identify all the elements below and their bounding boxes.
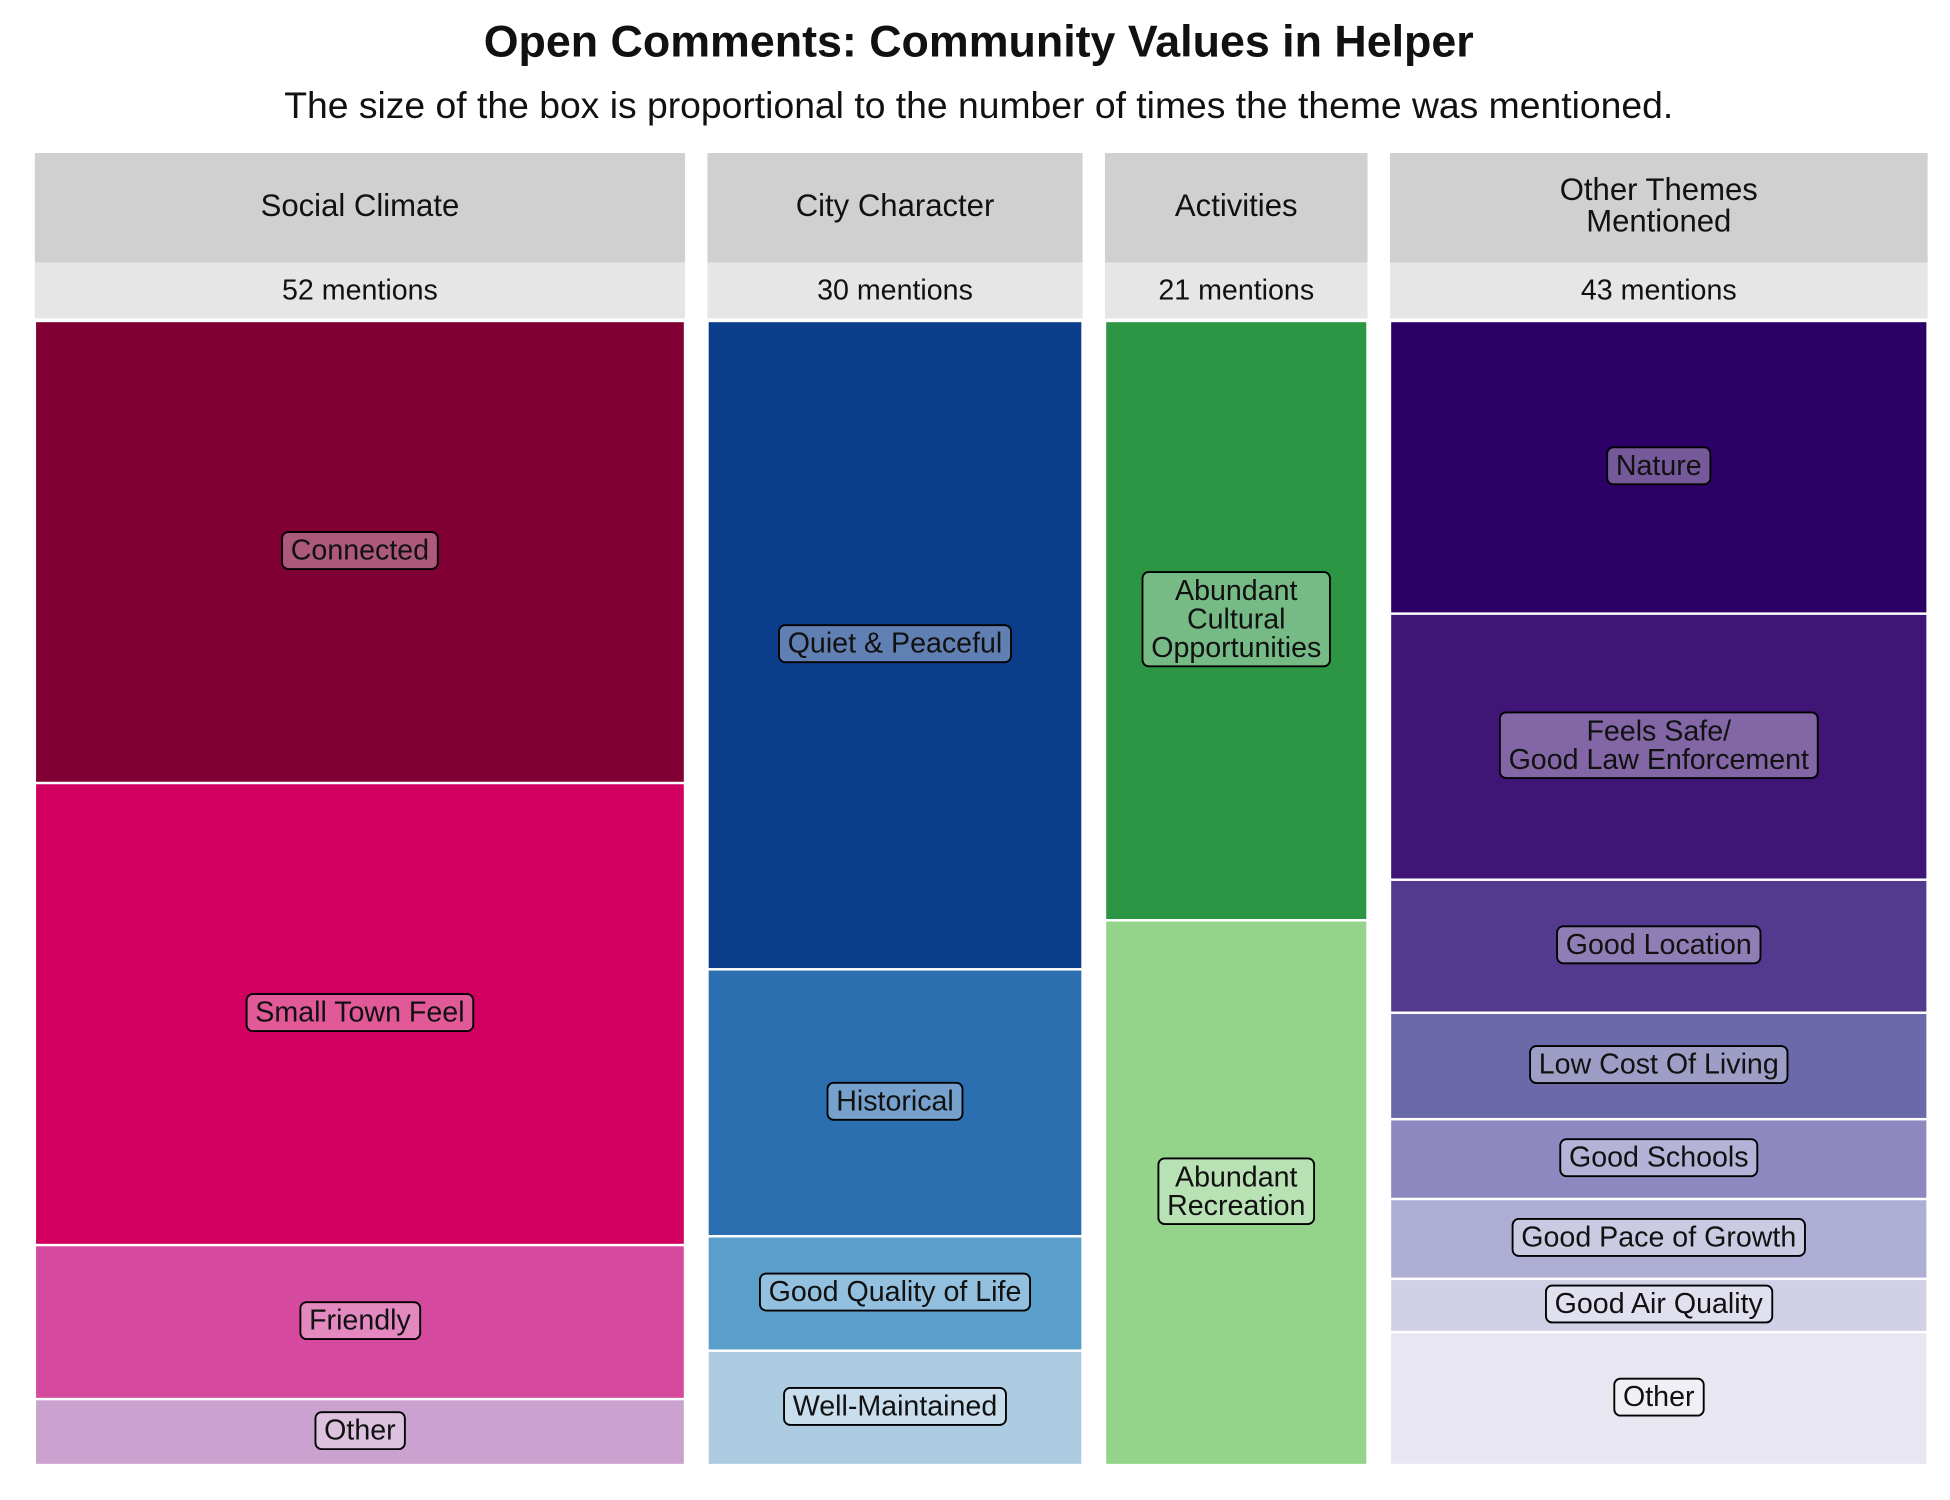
cell-label: Other <box>324 1415 396 1447</box>
cell-label: Well-Maintained <box>793 1390 997 1422</box>
group-header <box>1104 153 1368 263</box>
cell-label: Feels Safe/Good Law Enforcement <box>1509 715 1809 776</box>
group-name: Other Themes Mentioned <box>1560 172 1758 238</box>
group-header <box>707 153 1083 263</box>
cell-label: Good Schools <box>1569 1142 1749 1174</box>
cell-label: Other <box>1623 1381 1695 1413</box>
treemap-cell <box>1391 880 1927 1012</box>
cell-label: Good Quality of Life <box>769 1276 1022 1308</box>
treemap-cell <box>36 1400 684 1464</box>
cell-label: Good Pace of Growth <box>1521 1221 1796 1253</box>
chart-title: Open Comments: Community Values in Helpe… <box>484 17 1474 67</box>
treemap-cell <box>1391 1333 1927 1464</box>
treemap-cell <box>708 970 1082 1236</box>
label-box <box>245 993 475 1033</box>
group-total: 43 mentions <box>1581 274 1737 306</box>
treemap-cell <box>1391 1013 1927 1118</box>
label-box <box>314 1411 406 1451</box>
label-box <box>1157 1157 1316 1225</box>
group-header <box>1389 153 1928 263</box>
group-name: Activities <box>1175 188 1298 223</box>
treemap-cell <box>36 322 684 782</box>
cell-label: Nature <box>1616 450 1702 482</box>
label-box <box>299 1301 422 1341</box>
cell-label: Abundant Recreation <box>1167 1161 1305 1222</box>
treemap-cell <box>708 1237 1082 1350</box>
label-box <box>1498 711 1819 779</box>
label-box <box>1511 1218 1806 1257</box>
treemap-cell <box>708 322 1082 969</box>
treemap-cell <box>708 1351 1082 1464</box>
treemap-cell <box>36 784 684 1244</box>
chart-subtitle: The size of the box is proportional to t… <box>284 84 1673 126</box>
label-box <box>1556 925 1762 965</box>
group-total: 52 mentions <box>282 274 438 306</box>
label-box <box>1606 446 1712 486</box>
cell-label: Good Location <box>1566 929 1752 961</box>
treemap-cell <box>1391 1200 1927 1278</box>
cell-label: Connected <box>291 535 429 567</box>
label-box <box>1141 571 1331 668</box>
treemap-cell <box>1106 322 1367 920</box>
cell-label: Low Cost Of Living <box>1539 1049 1779 1081</box>
group-total: 30 mentions <box>817 274 973 306</box>
cell-label: Quiet & Peaceful <box>788 628 1003 660</box>
group-header <box>34 153 686 263</box>
treemap-cell <box>1391 322 1927 613</box>
label-box <box>281 531 439 570</box>
cell-label: Small Town Feel <box>255 997 464 1029</box>
treemap-cell <box>1391 1120 1927 1198</box>
cell-label: Good Air Quality <box>1555 1288 1764 1320</box>
label-box <box>778 624 1012 664</box>
cell-label: Historical <box>836 1085 954 1117</box>
group-total: 21 mentions <box>1158 274 1314 306</box>
label-box <box>1613 1377 1705 1417</box>
group-total-band <box>1389 262 1928 319</box>
cell-label: Friendly <box>309 1305 411 1337</box>
treemap-cell <box>1391 614 1927 879</box>
group-total-band <box>34 262 686 319</box>
group-total-band <box>1104 262 1368 319</box>
label-box <box>1529 1045 1789 1084</box>
treemap-cell <box>36 1246 684 1398</box>
label-box <box>783 1387 1007 1426</box>
group-name: City Character <box>796 188 995 223</box>
group-total-band <box>707 262 1083 319</box>
label-box <box>826 1081 964 1121</box>
treemap-cell <box>1106 921 1367 1464</box>
label-box <box>1559 1138 1759 1178</box>
label-box <box>758 1272 1032 1312</box>
label-box <box>1545 1284 1774 1324</box>
group-name: Social Climate <box>261 188 460 223</box>
cell-label: Abundant Cultural Opportunities <box>1151 575 1321 664</box>
